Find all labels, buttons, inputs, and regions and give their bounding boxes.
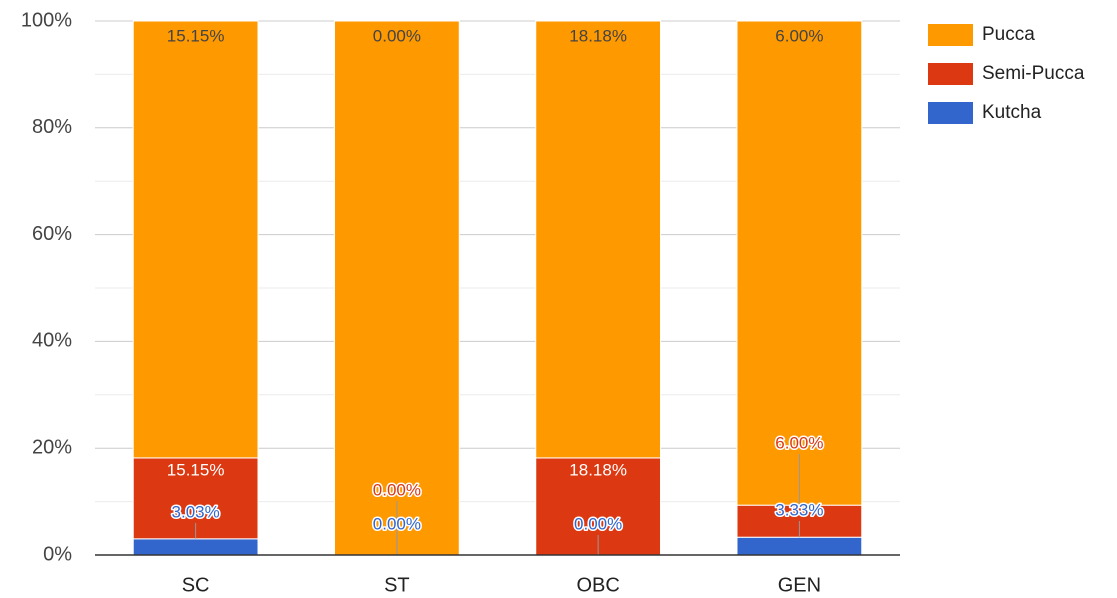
legend-swatch (928, 24, 973, 46)
data-label: 3.03% (172, 502, 220, 521)
data-label: 3.33% (775, 500, 823, 519)
bar-segment (736, 20, 863, 506)
legend-label: Semi-Pucca (982, 63, 1085, 84)
y-tick-label: 20% (32, 436, 72, 458)
bar-segment (736, 536, 863, 556)
bar-segment (333, 20, 460, 556)
annotation: 18.18% (569, 26, 627, 45)
y-tick-label: 40% (32, 330, 72, 352)
data-label: 0.00% (373, 480, 421, 499)
x-tick-label: GEN (778, 574, 821, 596)
bar-segment (132, 538, 259, 556)
y-tick-label: 60% (32, 223, 72, 245)
data-label: 15.15% (167, 460, 225, 479)
legend-swatch (928, 63, 973, 85)
data-label: 18.18% (569, 460, 627, 479)
x-tick-label: OBC (576, 574, 619, 596)
data-label: 0.00% (373, 514, 421, 533)
y-tick-label: 0% (43, 543, 72, 565)
annotation: 6.00% (775, 26, 823, 45)
x-tick-label: SC (182, 574, 210, 596)
data-label: 0.00% (574, 514, 622, 533)
y-tick-label: 80% (32, 116, 72, 138)
legend-label: Pucca (982, 24, 1035, 45)
legend-swatch (928, 102, 973, 124)
bar-segment (132, 20, 259, 459)
y-tick-label: 100% (21, 9, 72, 31)
bar-segment (535, 20, 662, 459)
legend-label: Kutcha (982, 102, 1042, 123)
data-label: 6.00% (775, 433, 823, 452)
annotation: 15.15% (167, 26, 225, 45)
x-tick-label: ST (384, 574, 410, 596)
annotation: 0.00% (373, 26, 421, 45)
